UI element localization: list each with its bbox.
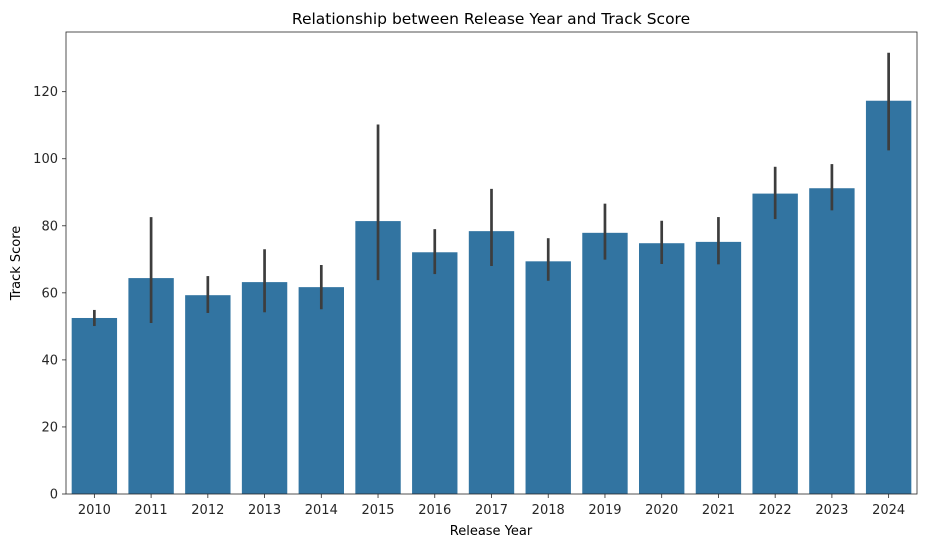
ticks-layer: 2010 2011 2012 2013 2014 2015 2016 2017 2018 2019… [33, 85, 905, 518]
error-bars-layer [93, 52, 890, 327]
y-tick-label: 20 [41, 420, 58, 435]
y-tick-label: 60 [41, 286, 58, 301]
bar-2016 [412, 252, 458, 494]
x-tick-label: 2015 [361, 503, 394, 518]
x-tick-label: 2010 [78, 503, 111, 518]
bar-2012 [185, 295, 231, 494]
x-tick-label: 2013 [248, 503, 281, 518]
bar-2013 [241, 282, 288, 494]
y-tick-label: 80 [41, 219, 58, 234]
y-tick-label: 40 [41, 353, 58, 368]
x-tick-label: 2023 [815, 503, 848, 518]
y-tick-label: 120 [33, 85, 58, 100]
y-tick-label: 0 [50, 488, 58, 503]
x-tick-label: 2024 [872, 503, 905, 518]
y-tick-label: 100 [33, 152, 58, 167]
y-axis-label: Track Score [9, 226, 24, 302]
bar-2019 [582, 232, 628, 494]
x-tick-label: 2017 [475, 503, 508, 518]
bar-2024 [865, 100, 912, 494]
bar-2023 [809, 188, 855, 495]
bar-2020 [639, 243, 685, 494]
bars-layer [71, 100, 912, 495]
x-tick-label: 2020 [645, 503, 678, 518]
x-tick-label: 2011 [135, 503, 168, 518]
x-axis-label: Release Year [450, 524, 533, 539]
x-tick-label: 2012 [191, 503, 224, 518]
x-tick-label: 2019 [588, 503, 621, 518]
bar-2021 [695, 241, 742, 494]
bar-2014 [298, 287, 344, 494]
bar-2022 [752, 193, 798, 494]
x-tick-label: 2014 [305, 503, 338, 518]
chart-title: Relationship between Release Year and Tr… [292, 10, 690, 28]
bar-2018 [525, 261, 571, 494]
x-tick-label: 2021 [702, 503, 735, 518]
x-tick-label: 2016 [418, 503, 451, 518]
x-tick-label: 2018 [532, 503, 565, 518]
x-tick-label: 2022 [759, 503, 792, 518]
bar-2017 [468, 231, 515, 495]
bar-2010 [71, 317, 118, 494]
